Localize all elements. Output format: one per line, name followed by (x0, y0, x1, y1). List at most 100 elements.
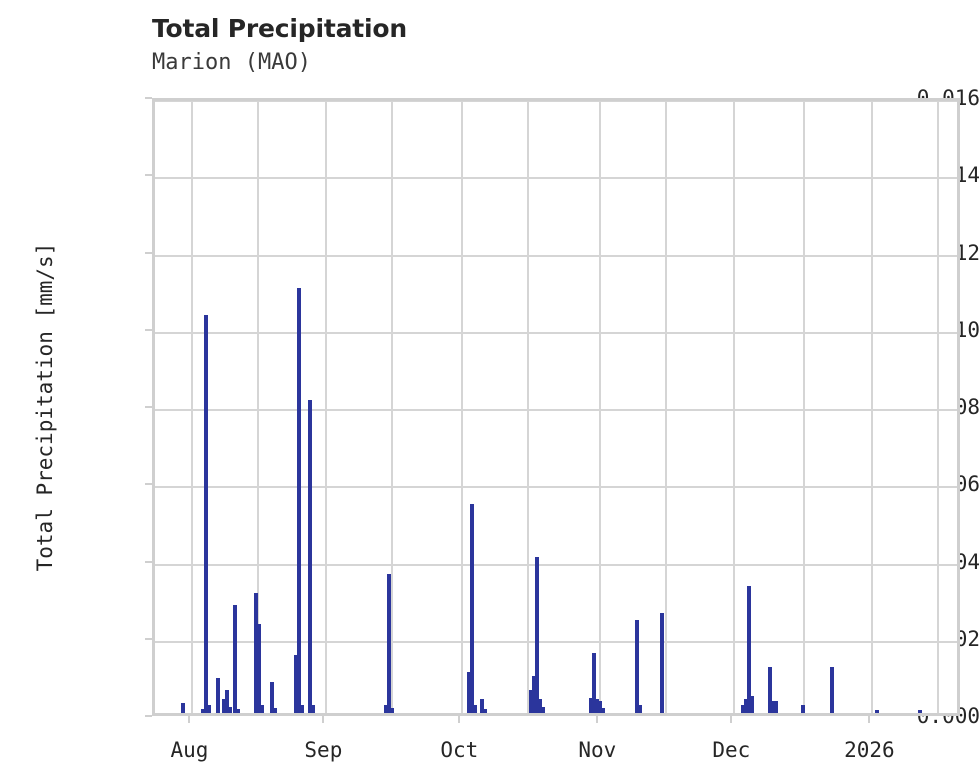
bar (299, 705, 304, 713)
bar (801, 705, 806, 713)
bar (741, 705, 746, 713)
chart-subtitle: Marion (MAO) (152, 50, 311, 75)
bar (232, 604, 237, 713)
bar (293, 655, 298, 713)
gridline-horizontal (155, 640, 957, 643)
x-axis-tick-label: Sep (304, 738, 343, 762)
bar (537, 699, 542, 713)
bar (181, 703, 186, 713)
bar (206, 705, 211, 713)
bar (225, 689, 230, 713)
bar (874, 709, 879, 713)
x-axis-tick-label: Dec (712, 738, 751, 762)
gridline-vertical (802, 101, 805, 713)
y-axis-tick-mark (145, 560, 152, 563)
bar (598, 701, 603, 713)
bar (384, 705, 389, 713)
bar (472, 705, 477, 713)
gridline-horizontal (155, 563, 957, 566)
gridline-vertical (871, 101, 874, 713)
gridline-horizontal (155, 486, 957, 489)
y-axis-label: Total Precipitation [mm/s] (33, 242, 57, 572)
plot-area (152, 98, 960, 716)
gridline-vertical (664, 101, 667, 713)
bar (528, 689, 533, 713)
gridline-horizontal (155, 101, 957, 102)
page-title: Total Precipitation (152, 14, 407, 43)
x-axis-tick-mark (188, 716, 191, 723)
gridlines (155, 101, 957, 713)
bar (768, 666, 773, 713)
bar (259, 705, 264, 713)
bar (957, 709, 960, 713)
gridline-vertical (461, 101, 464, 713)
x-axis-tick-label: Aug (170, 738, 209, 762)
bar (310, 705, 315, 713)
gridline-horizontal (155, 409, 957, 411)
bar (253, 593, 258, 713)
bar (744, 699, 749, 713)
gridline-vertical (191, 101, 194, 713)
gridline-vertical (390, 101, 393, 713)
bar (534, 556, 539, 713)
bar (307, 400, 312, 713)
x-axis-tick-mark (596, 716, 599, 723)
bar (256, 624, 261, 713)
bar (296, 288, 301, 713)
bar-series (155, 101, 957, 713)
x-axis-tick-mark (868, 716, 871, 723)
y-axis-tick-mark (145, 328, 152, 331)
y-axis-tick-mark (145, 97, 152, 99)
bar (588, 697, 593, 713)
bar (634, 620, 639, 713)
bar (269, 682, 274, 713)
y-axis-tick-mark (145, 251, 152, 254)
gridline-vertical (325, 101, 328, 713)
gridline-horizontal (155, 254, 957, 257)
bar (829, 666, 834, 713)
bar (228, 707, 233, 713)
x-axis-tick-label: 2026 (844, 738, 895, 762)
gridline-vertical (937, 101, 940, 713)
gridline-horizontal (155, 177, 957, 180)
bar (482, 709, 487, 713)
x-axis-tick-label: Nov (578, 738, 617, 762)
bar (204, 315, 209, 713)
bar (235, 709, 240, 713)
bar (469, 504, 474, 713)
bar (601, 708, 606, 713)
x-axis-tick-mark (322, 716, 325, 723)
bar (774, 701, 779, 713)
gridline-vertical (257, 101, 260, 713)
gridline-vertical (733, 101, 736, 713)
bar (660, 612, 665, 713)
gridline-vertical (599, 101, 602, 713)
bar (272, 708, 277, 713)
y-axis-tick-mark (145, 637, 152, 640)
y-axis-tick-mark (145, 483, 152, 486)
bar (222, 699, 227, 713)
bar (531, 676, 536, 713)
bar (216, 678, 221, 713)
bar (540, 707, 545, 713)
bar (771, 701, 776, 713)
bar (750, 695, 755, 713)
x-axis-tick-mark (730, 716, 733, 723)
bar (466, 672, 471, 713)
y-axis-tick-mark (145, 174, 152, 177)
bar (387, 573, 392, 713)
bar (479, 699, 484, 713)
y-axis-tick-mark (145, 715, 152, 717)
bar (201, 709, 206, 713)
bar (591, 653, 596, 713)
gridline-vertical (526, 101, 529, 713)
gridline-horizontal (155, 331, 957, 334)
bar (918, 709, 923, 713)
bar (747, 585, 752, 713)
bar (594, 699, 599, 713)
y-axis-tick-mark (145, 406, 152, 408)
bar (390, 708, 395, 713)
x-axis-tick-mark (458, 716, 461, 723)
bar (637, 705, 642, 713)
